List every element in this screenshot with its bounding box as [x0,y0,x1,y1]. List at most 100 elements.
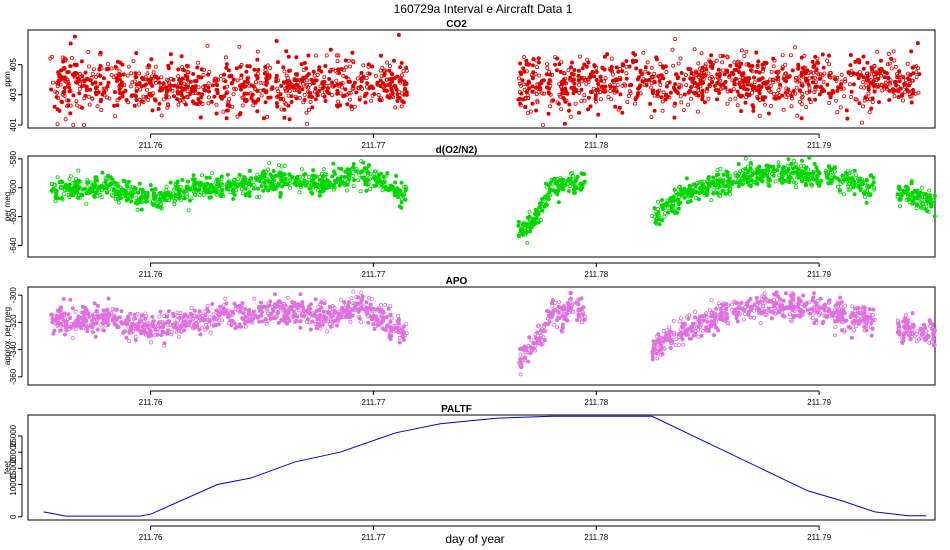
co2-data-point [909,49,914,54]
co2-data-point [343,87,348,92]
co2-data-point [307,82,312,87]
o2n2-data-point [736,161,741,166]
o2n2-data-point [812,161,817,166]
co2-data-point [561,71,566,76]
o2n2-data-point [204,175,209,180]
co2-data-point [628,91,633,96]
o2n2-data-point [731,179,736,184]
co2-data-point [784,86,789,91]
co2-data-point [244,69,249,74]
co2-data-point [191,72,196,77]
co2-data-point [218,94,223,99]
co2-data-point [387,95,392,100]
co2-data-point [612,80,617,85]
co2-data-point [80,105,85,110]
o2n2-data-point [195,181,200,186]
o2n2-data-point [670,198,675,203]
co2-data-point [279,83,284,88]
co2-data-point [827,74,832,79]
co2-data-point [530,63,535,68]
apo-data-point [718,306,723,311]
co2-data-point [58,82,63,87]
co2-data-point [537,86,542,91]
co2-data-point [582,93,587,98]
apo-data-point [95,327,100,332]
co2-data-point [869,106,874,111]
apo-data-point [207,318,212,323]
o2n2-data-point [164,184,169,189]
o2n2-data-point [94,191,99,196]
o2n2-data-point [71,185,76,190]
o2n2-data-point [270,182,275,187]
o2n2-data-point [255,186,260,191]
o2n2-data-point [725,173,730,178]
co2-data-point [339,67,344,72]
co2-data-point [166,78,171,83]
apo-data-point [821,319,826,324]
co2-data-point [525,89,530,94]
co2-data-point [657,79,662,84]
apo-data-point [203,313,208,318]
apo-data-point [266,318,271,323]
o2n2-data-point [201,192,206,197]
apo-data-point [289,307,294,312]
co2-data-point [849,95,854,100]
o2n2-data-point [927,188,932,193]
co2-data-point [196,102,201,107]
co2-data-point [319,69,324,74]
co2-data-point [275,104,280,109]
co2-data-point [72,34,77,39]
co2-data-point [310,105,315,110]
co2-data-point [700,94,705,99]
apo-data-point [399,330,404,335]
co2-data-point [612,85,617,90]
apo-data-point [541,329,546,334]
co2-data-point [638,68,643,73]
o2n2-data-point [254,177,259,182]
apo-y-tick-label: -320 [9,314,18,331]
co2-data-point [806,70,811,75]
co2-data-point [695,109,700,114]
co2-data-point [802,53,807,58]
co2-data-point [603,76,608,81]
co2-data-point [274,79,279,84]
co2-data-point [896,95,901,100]
apo-data-point [347,300,352,305]
o2n2-data-point [897,204,902,209]
o2n2-data-point [764,163,769,168]
co2-data-point [739,48,744,53]
co2-data-point [732,82,737,87]
co2-data-point [701,80,706,85]
co2-data-point [184,94,189,99]
apo-data-point [150,322,155,327]
co2-data-point [299,62,304,67]
co2-data-point [287,117,292,122]
co2-data-point [842,94,847,99]
apo-data-point [205,303,210,308]
co2-data-point [85,77,90,82]
apo-data-point [176,334,181,339]
apo-data-point [129,323,134,328]
o2n2-data-point [106,173,111,178]
o2n2-data-point [263,184,268,189]
co2-data-point [613,104,618,109]
co2-data-point [875,49,880,54]
o2n2-data-point [755,181,760,186]
co2-data-point [652,108,657,113]
apo-data-point [680,337,685,342]
o2n2-data-point [906,186,911,191]
o2n2-data-point [71,193,76,198]
co2-data-point [531,74,536,79]
co2-data-point [593,99,598,104]
apo-data-point [171,311,176,316]
co2-data-point [386,82,391,87]
co2-data-point [313,53,318,58]
o2n2-data-point [810,171,815,176]
co2-data-point [605,52,610,57]
co2-data-point [143,82,148,87]
co2-data-point [861,66,866,71]
co2-data-point [776,78,781,83]
apo-data-point [70,306,75,311]
co2-data-point [598,97,603,102]
o2n2-data-point [98,192,103,197]
